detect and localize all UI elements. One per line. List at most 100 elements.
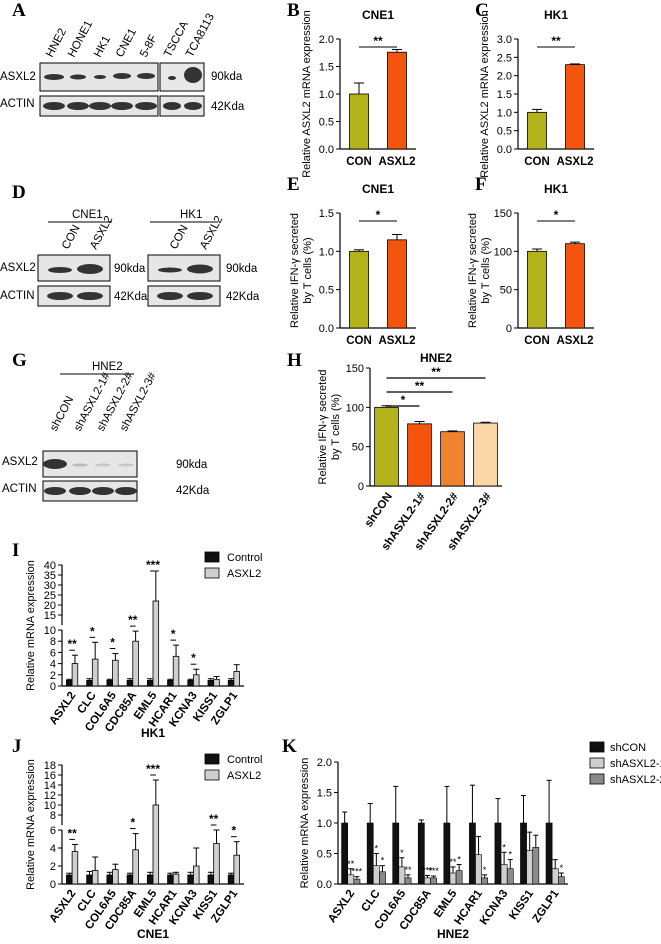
panel-label-b: B [287,0,300,21]
significance-label: * [171,627,176,641]
category-label: CON [346,335,372,347]
size-label: 42Kda [114,291,148,303]
y-tick-label: 0.5 [497,126,512,138]
significance-label: *** [146,558,160,572]
chart-f: HK1 Relative IFN-γ secreted by T cells (%)… [467,182,594,347]
y-tick-label: 150 [346,363,364,375]
y-axis-label: Relative mRNA expression [25,560,37,691]
bar [557,876,565,885]
bar [506,868,514,885]
category-label: CON [524,156,550,168]
bar [404,877,412,885]
bar [86,874,93,885]
legend-swatch [204,769,220,781]
y-tick-label: 100 [346,402,364,414]
row-label: ACTIN [2,483,37,495]
bar [392,822,400,885]
western-blot-g: HNE2 shCON shASXL2-1# shASXL2-2# shASXL2… [2,361,210,502]
y-tick-label: 20 [44,600,56,612]
bar [527,250,547,329]
bar [112,659,119,687]
y-tick-label: 100 [494,246,512,258]
significance-label: * [483,865,487,875]
legend-swatch [204,753,220,765]
y-tick-label: 0.5 [319,285,334,297]
category-label: ASXL2 [47,888,78,925]
y-tick-label: 1.0 [319,89,334,101]
bar [349,250,369,329]
bar [233,671,240,687]
y-tick-label: 10 [44,800,56,812]
significance-label: * [381,856,385,866]
y-axis-label: by T cells (%) [302,237,314,303]
bar [112,869,119,885]
significance-label: ** [551,34,561,48]
panel-label-h: H [287,350,302,371]
y-tick-label: 150 [494,208,512,220]
bar [167,680,174,687]
bar [379,871,386,885]
bar [172,873,180,885]
panel-label-f: F [475,174,487,195]
bar [146,680,154,687]
bar [71,663,79,687]
panel-label-e: E [287,174,300,195]
chart-k: 0.0 0.5 1.0 1.5 2.0 Relative mRNA expression *… [299,741,661,941]
bar [227,680,235,687]
bar [455,870,463,885]
bar [387,51,407,150]
y-axis-label: Relative ASXL2 mRNA expression [301,10,313,178]
size-label: 42Kda [226,291,260,303]
y-tick-label: 4 [50,843,56,855]
row-label: ASXL2 [0,262,36,274]
significance-label: * [191,651,196,665]
y-axis-label: Relative mRNA expression [299,758,311,889]
bar [207,680,215,687]
legend-label: Control [227,754,262,766]
row-label: ACTIN [0,98,35,110]
bar [374,406,399,487]
panel-label-a: A [12,0,26,21]
bar [500,864,508,885]
category-label: CON [524,335,550,347]
bar [407,423,432,487]
size-label: 42Kda [176,485,210,497]
y-tick-label: 6 [50,825,56,837]
category-label: ASXL2 [47,690,78,727]
bar [527,111,547,150]
y-tick-label: 15 [44,610,56,622]
y-tick-label: 14 [44,780,56,792]
y-tick-label: 1.0 [497,107,512,119]
bar [167,874,174,885]
significance-label: * [110,636,115,650]
significance-label: * [90,624,95,638]
significance-label: *** [352,867,363,877]
significance-label: * [375,844,379,854]
group-label: HK1 [180,209,202,221]
y-tick-label: 2 [50,861,56,873]
chart-c: HK1 Relative ASXL2 mRNA expression 0.0 0.5 1… [479,8,594,178]
y-tick-label: 2.0 [497,71,512,83]
western-blot-a: HNE2 HONE1 HK1 CNE1 5-8F TSCCA TCA8113 A… [0,12,245,117]
y-tick-label: 1.0 [317,818,332,830]
bar [440,431,465,487]
bar [565,64,585,150]
bar [526,850,534,885]
y-tick-label: 1.5 [497,89,512,101]
legend-swatch [589,757,605,769]
bar [187,874,194,885]
significance-label: ** [373,34,383,48]
legend-label: ASXL2 [227,568,261,580]
panel-label-c: C [475,0,489,21]
bar [372,865,380,885]
bar [66,680,73,687]
size-label: 42Kda [211,101,245,113]
y-axis-label: by T cells (%) [480,237,492,303]
y-tick-label: 30 [44,580,56,592]
significance-label: * [130,816,135,830]
bar [86,680,93,687]
group-label: CNE1 [72,209,103,221]
panel-label-i: I [12,540,19,561]
